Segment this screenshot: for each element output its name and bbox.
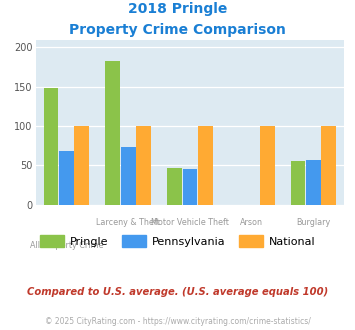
Bar (44, 87, 58, 205)
Legend: Pringle, Pennsylvania, National: Pringle, Pennsylvania, National (36, 231, 320, 252)
Bar (121, 147, 136, 205)
Text: 2018 Pringle: 2018 Pringle (128, 2, 227, 16)
Text: © 2025 CityRating.com - https://www.cityrating.com/crime-statistics/: © 2025 CityRating.com - https://www.city… (45, 317, 310, 326)
Text: Motor Vehicle Theft: Motor Vehicle Theft (151, 218, 229, 227)
Bar (306, 160, 321, 205)
Bar (322, 126, 336, 205)
Text: Burglary: Burglary (296, 218, 331, 227)
Bar (198, 126, 213, 205)
Bar (75, 126, 89, 205)
Text: Property Crime Comparison: Property Crime Comparison (69, 23, 286, 37)
Bar (105, 61, 120, 205)
Bar (260, 126, 274, 205)
Bar (182, 169, 197, 205)
Bar (136, 126, 151, 205)
Text: Arson: Arson (240, 218, 263, 227)
Text: All Property Crime: All Property Crime (29, 241, 103, 250)
Text: Larceny & Theft: Larceny & Theft (96, 218, 160, 227)
Bar (59, 151, 74, 205)
Bar (291, 161, 305, 205)
Bar (167, 168, 182, 205)
Text: Compared to U.S. average. (U.S. average equals 100): Compared to U.S. average. (U.S. average … (27, 287, 328, 297)
